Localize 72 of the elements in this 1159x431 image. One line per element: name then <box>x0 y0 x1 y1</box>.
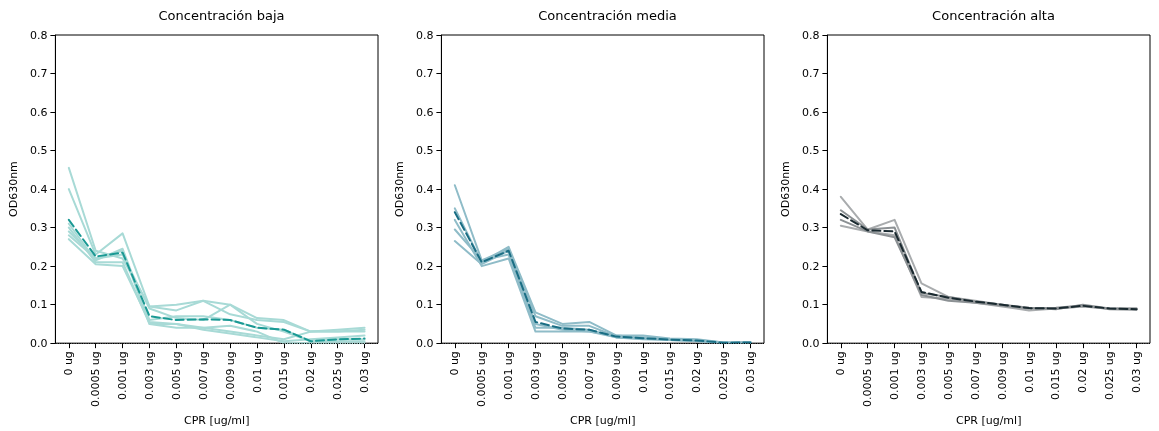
x-tick-label: 0.03 ug <box>744 351 758 394</box>
chart-title: Concentración baja <box>158 8 285 23</box>
x-tick-label: 0.003 ug <box>914 351 928 401</box>
y-axis-title: OD630nm <box>779 161 792 217</box>
y-tick-label: 0.7 <box>29 67 48 81</box>
y-tick-label: 0.2 <box>801 259 820 273</box>
x-tick-label: 0.015 ug <box>1049 351 1063 401</box>
x-tick-label: 0.02 ug <box>690 351 704 394</box>
x-tick-label: 0.001 ug <box>116 351 130 401</box>
y-tick-label: 0.5 <box>29 144 48 158</box>
x-tick-label: 0.03 ug <box>1130 351 1144 394</box>
y-tick-label: 0.3 <box>415 221 434 235</box>
y-tick-label: 0.0 <box>801 336 820 350</box>
x-tick-label: 0.003 ug <box>528 351 542 401</box>
chart-title: Concentración alta <box>932 8 1055 23</box>
x-axis-title: CPR [ug/ml] <box>955 414 1022 427</box>
x-tick-label: 0.005 ug <box>555 351 569 401</box>
y-tick-label: 0.5 <box>801 144 820 158</box>
x-tick-label: 0.009 ug <box>223 351 237 401</box>
x-axis-title: CPR [ug/ml] <box>569 414 636 427</box>
x-tick-label: 0.015 ug <box>663 351 677 401</box>
x-tick-label: 0 ug <box>62 351 76 376</box>
x-tick-label: 0 ug <box>834 351 848 376</box>
x-tick-label: 0.015 ug <box>277 351 291 401</box>
x-axis-title: CPR [ug/ml] <box>183 414 250 427</box>
y-tick-label: 0.0 <box>29 336 48 350</box>
y-axis-title: OD630nm <box>7 161 20 217</box>
y-tick-label: 0.1 <box>801 298 820 312</box>
x-tick-label: 0 ug <box>448 351 462 376</box>
x-tick-label: 0.007 ug <box>582 351 596 401</box>
x-tick-label: 0.03 ug <box>358 351 372 394</box>
y-tick-label: 0.6 <box>29 105 48 119</box>
y-tick-label: 0.4 <box>801 182 820 196</box>
x-tick-label: 0.005 ug <box>941 351 955 401</box>
y-tick-label: 0.0 <box>415 336 434 350</box>
x-tick-label: 0.0005 ug <box>89 351 103 408</box>
y-tick-label: 0.3 <box>29 221 48 235</box>
y-tick-label: 0.7 <box>801 67 820 81</box>
x-tick-label: 0.007 ug <box>196 351 210 401</box>
x-tick-label: 0.0005 ug <box>475 351 489 408</box>
y-tick-label: 0.8 <box>415 28 434 42</box>
y-tick-label: 0.6 <box>415 105 434 119</box>
y-tick-label: 0.3 <box>801 221 820 235</box>
y-tick-label: 0.7 <box>415 67 434 81</box>
x-tick-label: 0.009 ug <box>995 351 1009 401</box>
x-tick-label: 0.01 ug <box>250 351 264 394</box>
y-tick-label: 0.2 <box>29 259 48 273</box>
chart-title: Concentración media <box>538 8 677 23</box>
x-tick-label: 0.02 ug <box>304 351 318 394</box>
y-tick-label: 0.6 <box>801 105 820 119</box>
x-tick-label: 0.005 ug <box>169 351 183 401</box>
x-tick-label: 0.0005 ug <box>861 351 875 408</box>
y-tick-label: 0.4 <box>415 182 434 196</box>
x-tick-label: 0.007 ug <box>968 351 982 401</box>
x-tick-label: 0.003 ug <box>142 351 156 401</box>
x-tick-label: 0.025 ug <box>1103 351 1117 401</box>
y-tick-label: 0.8 <box>29 28 48 42</box>
y-tick-label: 0.8 <box>801 28 820 42</box>
x-tick-label: 0.01 ug <box>636 351 650 394</box>
x-tick-label: 0.025 ug <box>331 351 345 401</box>
x-tick-label: 0.009 ug <box>609 351 623 401</box>
y-tick-label: 0.2 <box>415 259 434 273</box>
x-tick-label: 0.01 ug <box>1022 351 1036 394</box>
y-tick-label: 0.1 <box>415 298 434 312</box>
x-tick-label: 0.025 ug <box>717 351 731 401</box>
y-tick-label: 0.4 <box>29 182 48 196</box>
y-tick-label: 0.1 <box>29 298 48 312</box>
x-tick-label: 0.001 ug <box>502 351 516 401</box>
y-tick-label: 0.5 <box>415 144 434 158</box>
x-tick-label: 0.001 ug <box>888 351 902 401</box>
y-axis-title: OD630nm <box>393 161 406 217</box>
x-tick-label: 0.02 ug <box>1076 351 1090 394</box>
